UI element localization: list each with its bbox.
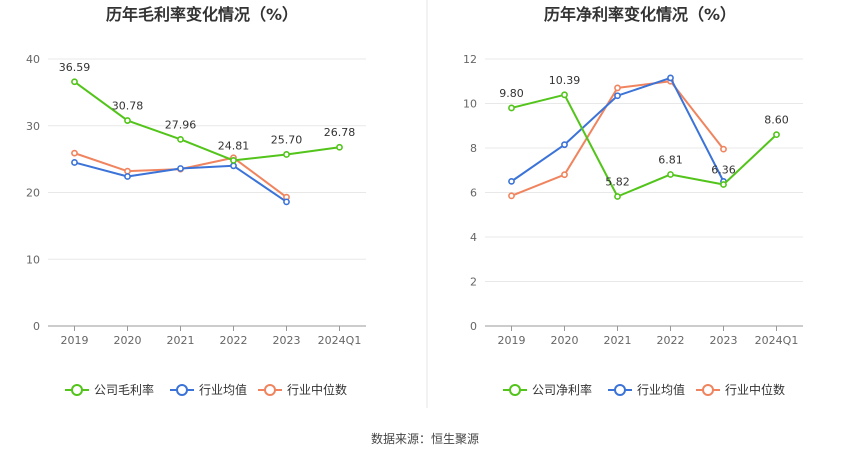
y-tick-label: 2 (470, 276, 477, 289)
data-point[interactable] (283, 198, 290, 206)
data-source-text: 数据来源：恒生聚源 (371, 431, 479, 446)
gross-margin-chart: 历年毛利率变化情况（%） 0 10 20 30 40 2019 2020 2021 2022 20… (26, 5, 366, 397)
data-point[interactable] (124, 167, 131, 175)
data-point[interactable] (508, 104, 515, 112)
data-point[interactable] (614, 92, 621, 100)
data-point[interactable] (667, 171, 674, 178)
data-point[interactable] (177, 135, 184, 143)
data-point[interactable] (720, 181, 727, 188)
legend-label: 公司净利率 (532, 382, 592, 397)
net-margin-chart: 历年净利率变化情况（%） 0 2 4 6 8 10 12 2019 2020 2021 2022 20… (463, 5, 803, 397)
x-tick-label: 2019 (61, 334, 89, 347)
legend-marker (702, 384, 714, 396)
data-point[interactable] (230, 156, 237, 164)
data-label: 6.81 (658, 153, 683, 166)
legend-marker (509, 384, 521, 396)
x-tick-label: 2024Q1 (318, 334, 362, 347)
y-tick-label: 6 (470, 187, 477, 200)
data-point[interactable] (561, 171, 568, 179)
data-point[interactable] (561, 91, 568, 99)
chart-title: 历年净利率变化情况（%） (544, 5, 736, 24)
x-tick-label: 2019 (498, 334, 526, 347)
data-point[interactable] (177, 165, 184, 172)
y-tick-label: 0 (470, 320, 477, 333)
legend-item[interactable]: 行业均值 (608, 382, 685, 397)
y-tick-label: 10 (463, 98, 477, 111)
legend-marker (176, 384, 188, 396)
data-label: 8.60 (764, 114, 789, 127)
data-label: 27.96 (165, 118, 197, 131)
legend-item[interactable]: 公司毛利率 (65, 382, 154, 397)
data-point[interactable] (124, 173, 131, 180)
data-point[interactable] (230, 162, 237, 170)
y-tick-label: 4 (470, 231, 477, 244)
x-tick-label: 2020 (114, 334, 142, 347)
data-point[interactable] (720, 145, 727, 153)
legend-marker (71, 384, 83, 396)
legend-label: 行业均值 (199, 382, 247, 397)
series-line (73, 80, 340, 162)
data-point[interactable] (124, 117, 131, 124)
x-tick-label: 2021 (167, 334, 195, 347)
data-point[interactable] (336, 143, 343, 151)
data-label: 26.78 (324, 126, 356, 139)
data-point[interactable] (508, 192, 515, 200)
legend-item[interactable]: 行业均值 (170, 382, 247, 397)
legend-label: 行业中位数 (725, 382, 785, 397)
legend-marker (614, 384, 626, 396)
data-label: 6.36 (711, 163, 736, 176)
data-label: 25.70 (271, 133, 303, 146)
x-tick-label: 2023 (273, 334, 301, 347)
data-label: 30.78 (112, 100, 144, 113)
data-point[interactable] (71, 149, 78, 157)
data-label: 24.81 (218, 139, 250, 152)
data-point[interactable] (508, 177, 515, 185)
legend-label: 行业均值 (637, 382, 685, 397)
x-tick-label: 2021 (604, 334, 632, 347)
y-tick-label: 30 (26, 120, 40, 133)
y-tick-label: 8 (470, 142, 477, 155)
x-tick-label: 2022 (220, 334, 248, 347)
y-tick-label: 10 (26, 253, 40, 266)
data-label: 10.39 (549, 74, 581, 87)
x-tick-label: 2022 (657, 334, 685, 347)
data-point[interactable] (71, 78, 78, 86)
legend-item[interactable]: 公司净利率 (503, 382, 592, 397)
y-tick-label: 40 (26, 53, 40, 66)
y-tick-label: 0 (33, 320, 40, 333)
data-point[interactable] (614, 193, 621, 200)
data-point[interactable] (71, 159, 78, 166)
legend-item[interactable]: 行业中位数 (258, 382, 347, 397)
x-tick-label: 2023 (710, 334, 738, 347)
series-line (74, 152, 288, 198)
data-label: 5.82 (605, 176, 630, 189)
data-label: 36.59 (59, 61, 91, 74)
legend-item[interactable]: 行业中位数 (696, 382, 785, 397)
data-label: 9.80 (499, 87, 524, 100)
x-tick-label: 2024Q1 (755, 334, 799, 347)
data-point[interactable] (614, 84, 621, 92)
y-tick-label: 12 (463, 53, 477, 66)
legend-label: 行业中位数 (287, 382, 347, 397)
data-point[interactable] (773, 131, 780, 139)
data-point[interactable] (561, 141, 568, 149)
data-point[interactable] (667, 74, 674, 82)
y-tick-label: 20 (26, 187, 40, 200)
legend-label: 公司毛利率 (94, 382, 154, 397)
x-tick-label: 2020 (551, 334, 579, 347)
legend-marker (264, 384, 276, 396)
data-point[interactable] (283, 151, 290, 158)
chart-title: 历年毛利率变化情况（%） (106, 5, 298, 24)
series-line (511, 93, 778, 198)
